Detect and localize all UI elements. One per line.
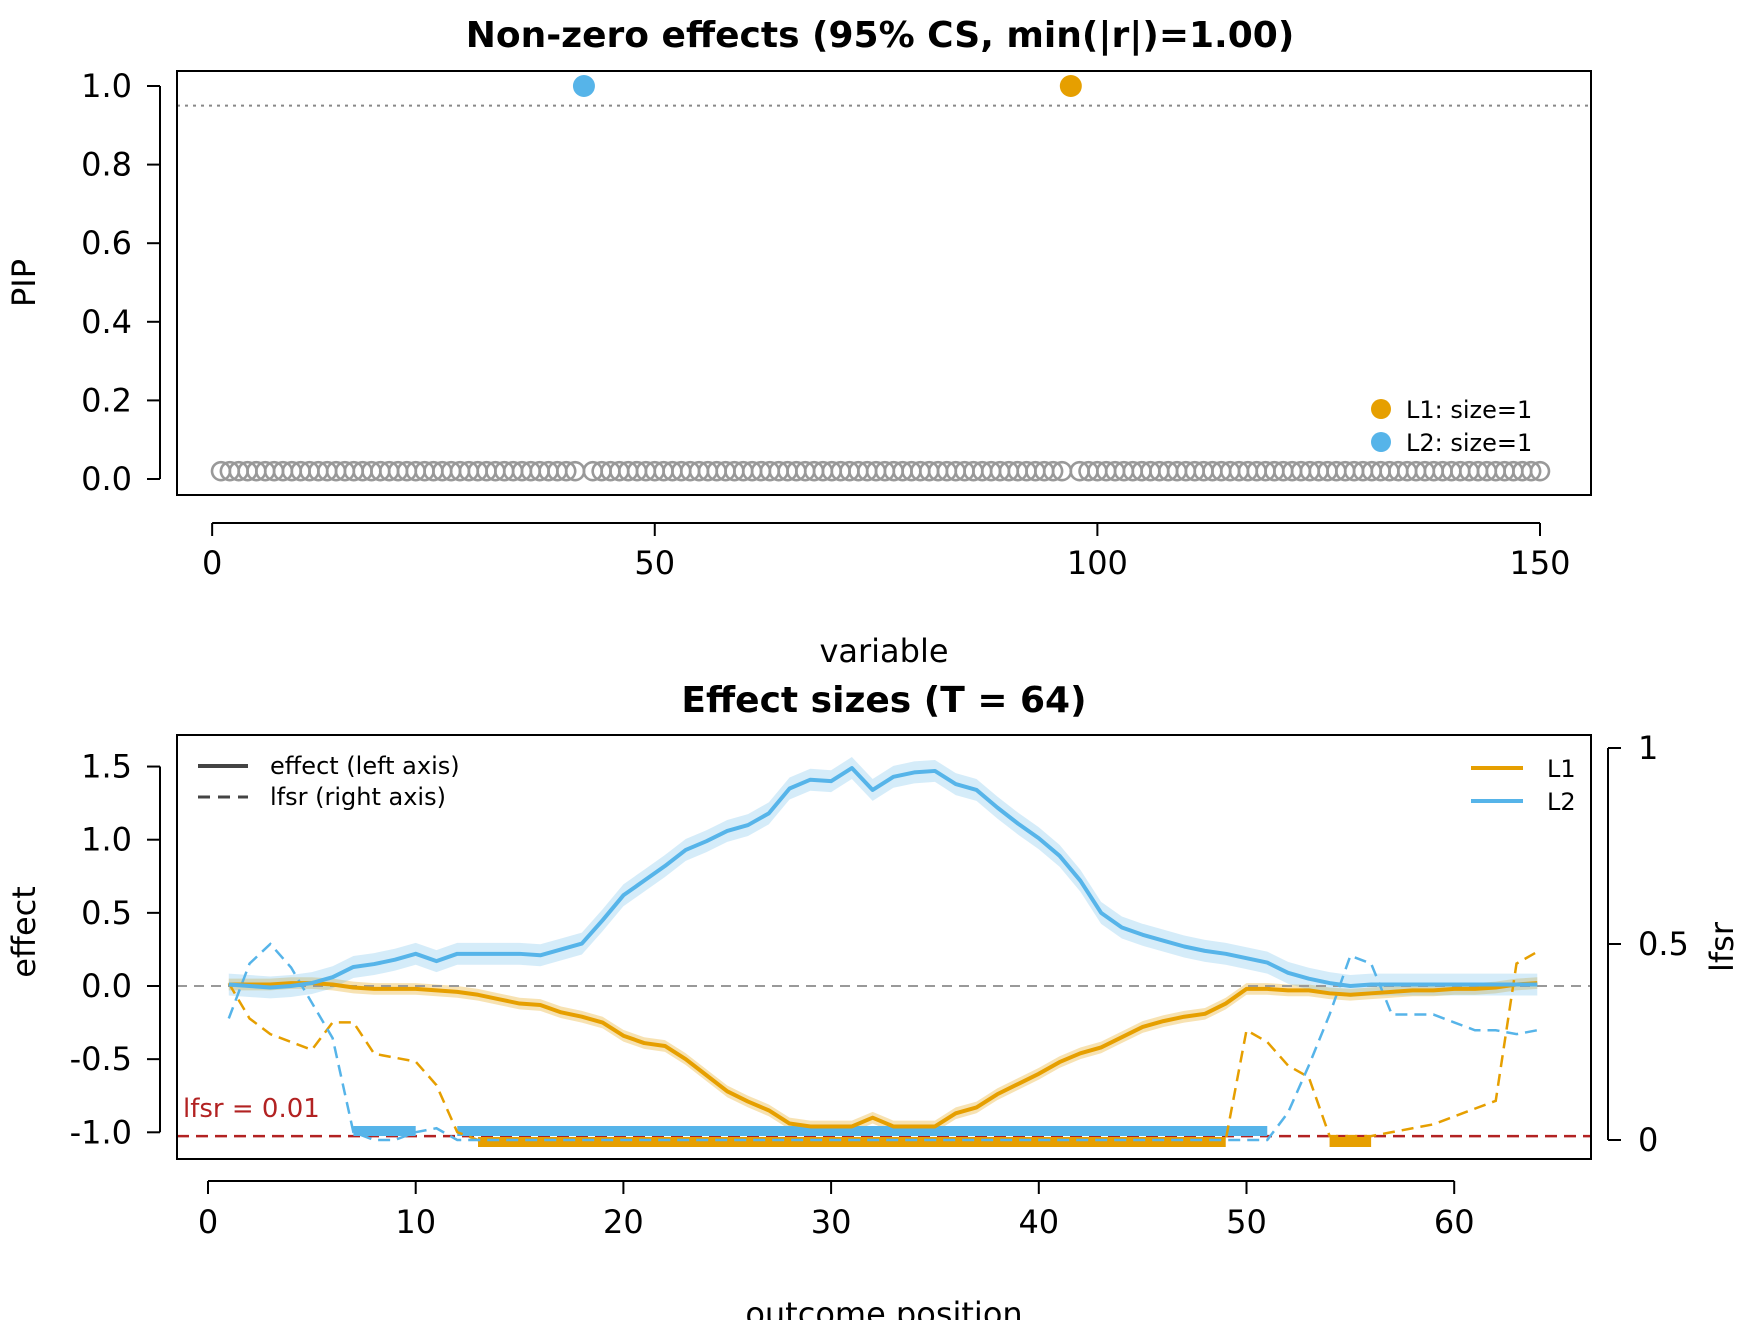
effect-x-label: outcome position [745, 1295, 1022, 1320]
lfsr-line-L1 [227, 950, 1538, 1142]
effect-panel: Effect sizes (T = 64) 0 10 20 30 40 50 60 -1.0… [5, 680, 1741, 1320]
effect-band-L2 [228, 757, 1538, 999]
effect-x-tick-label-50: 50 [1226, 1203, 1267, 1241]
effect-x-tick-label-20: 20 [603, 1203, 644, 1241]
lfsr-threshold-label: lfsr = 0.01 [183, 1094, 320, 1124]
effect-x-tick-label-60: 60 [1434, 1203, 1475, 1241]
effect-band-L1 [228, 977, 1538, 1133]
pip-panel: Non-zero effects (95% CS, min(|r|)=1.00)… [5, 15, 1592, 670]
pip-point-95 [1042, 460, 1064, 482]
lfsr-right-axis: 00.51 [1607, 729, 1689, 1159]
style-legend-solid-label: effect (left axis) [270, 752, 460, 780]
legend-dot-L2 [1371, 432, 1391, 452]
effect-x-tick-label-10: 10 [395, 1203, 436, 1241]
pip-y-tick-label-1.0: 1.0 [81, 67, 132, 105]
pip-y-tick-label-0.0: 0.0 [81, 460, 132, 498]
effect-line-L2 [228, 766, 1538, 990]
effect-y-tick-label-1.0: 1.0 [81, 821, 132, 859]
lfsr-line-L2 [227, 942, 1538, 1142]
effect-y-tick-label--1.0: -1.0 [70, 1113, 132, 1151]
legend-dot-L1 [1371, 399, 1391, 419]
pip-x-tick-label-50: 50 [634, 544, 675, 582]
pip-y-label: PIP [5, 259, 43, 307]
effect-y-tick-label-0.5: 0.5 [81, 894, 132, 932]
pip-y-tick-label-0.6: 0.6 [81, 224, 132, 262]
effect-x-axis: 0 10 20 30 40 50 60 [198, 1180, 1475, 1241]
lfsr-lines [227, 942, 1538, 1142]
pip-x-tick-label-150: 150 [1509, 544, 1570, 582]
pip-x-axis: 0 50 100 150 [202, 522, 1571, 582]
effect-y-tick-label--0.5: -0.5 [70, 1040, 132, 1078]
lfsr-tick-label-1: 1 [1638, 729, 1658, 767]
effect-x-tick-label-0: 0 [198, 1203, 218, 1241]
style-legend-dashed-label: lfsr (right axis) [270, 783, 446, 811]
effect-line-L1 [228, 981, 1538, 1129]
legend-label-L1: L1: size=1 [1406, 396, 1532, 424]
pip-x-tick-label-100: 100 [1067, 544, 1128, 582]
series-legend-L1-label: L1 [1547, 755, 1576, 783]
effect-plot-frame [176, 734, 1592, 1160]
lfsr-tick-label-0.5: 0.5 [1638, 925, 1689, 963]
effect-x-tick-label-40: 40 [1018, 1203, 1059, 1241]
pip-point-42-L2 [572, 75, 595, 97]
lfsr-tick-label-0: 0 [1638, 1121, 1658, 1159]
pip-y-tick-label-0.8: 0.8 [81, 146, 132, 184]
effect-x-tick-label-30: 30 [811, 1203, 852, 1241]
effect-y-label: effect [5, 886, 43, 978]
effect-confidence-bands [228, 757, 1538, 1133]
effect-y-tick-label-0.0: 0.0 [81, 967, 132, 1005]
effect-y-axis: -1.0 -0.5 0.0 0.5 1.0 1.5 [70, 748, 161, 1151]
pip-point-150 [1529, 460, 1551, 482]
lfsr-y-label: lfsr [1703, 921, 1741, 972]
pip-point-40 [555, 460, 577, 482]
pip-legend: L1: size=1 L2: size=1 [1371, 396, 1532, 457]
legend-label-L2: L2: size=1 [1406, 429, 1532, 457]
pip-title: Non-zero effects (95% CS, min(|r|)=1.00) [466, 15, 1295, 56]
significance-bars [353, 1126, 1372, 1147]
pip-y-tick-label-0.4: 0.4 [81, 303, 132, 341]
pip-point-149 [1520, 460, 1542, 482]
style-legend: effect (left axis) lfsr (right axis) [198, 752, 460, 811]
effect-title: Effect sizes (T = 64) [681, 680, 1086, 721]
pip-x-label: variable [819, 632, 948, 670]
pip-points [210, 75, 1551, 482]
pip-y-axis: 0.0 0.2 0.4 0.6 0.8 1.0 [81, 67, 161, 498]
effect-y-tick-label-1.5: 1.5 [81, 748, 132, 786]
series-legend-L2-label: L2 [1547, 788, 1576, 816]
pip-plot-frame [176, 70, 1592, 496]
effect-lines [228, 766, 1538, 1129]
series-legend: L1 L2 [1471, 755, 1576, 816]
pip-point-97-L1 [1059, 75, 1082, 97]
pip-x-tick-label-0: 0 [202, 544, 222, 582]
pip-y-tick-label-0.2: 0.2 [81, 381, 132, 419]
